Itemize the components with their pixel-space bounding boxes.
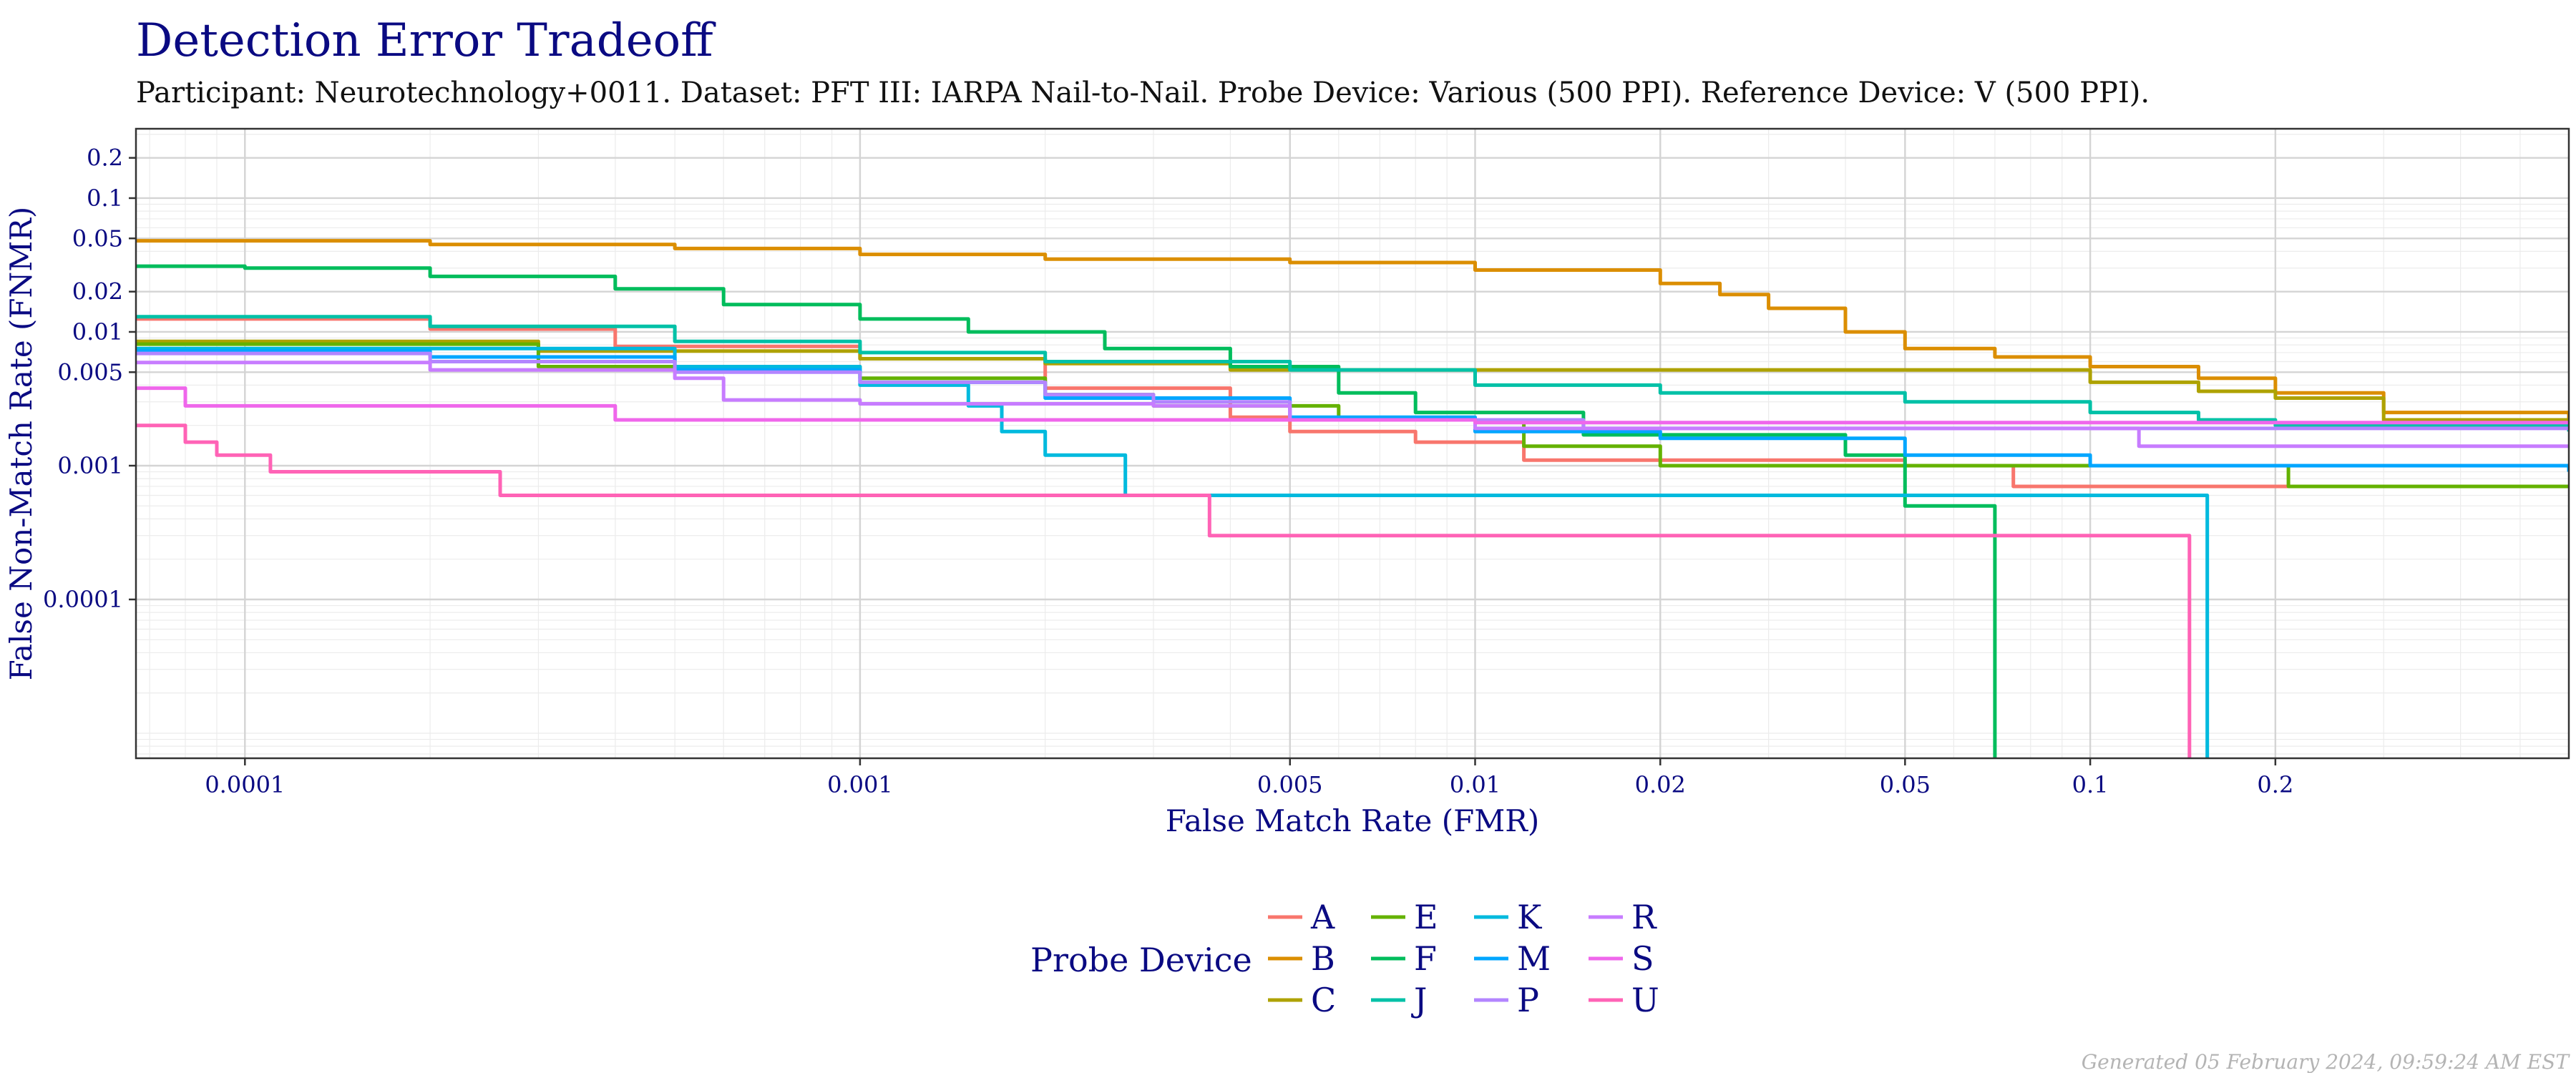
legend-item-j: J [1371, 981, 1427, 1019]
legend-label: F [1414, 939, 1437, 978]
legend-label: U [1631, 981, 1659, 1019]
x-tick-label: 0.005 [1257, 771, 1323, 798]
y-tick-label: 0.05 [72, 225, 123, 252]
legend-title: Probe Device [1030, 941, 1252, 979]
legend-label: A [1310, 898, 1335, 936]
plot-border [135, 127, 2570, 760]
legend-label: S [1631, 939, 1654, 978]
y-axis-title: False Non-Match Rate (FNMR) [4, 207, 39, 681]
x-tick-label: 0.02 [1635, 771, 1686, 798]
legend-item-e: E [1371, 898, 1438, 936]
y-tick-label: 0.1 [87, 185, 123, 212]
generated-timestamp: Generated 05 February 2024, 09:59:24 AM … [2082, 1050, 2571, 1073]
x-tick-label: 0.1 [2072, 771, 2109, 798]
legend-item-p: P [1474, 981, 1539, 1019]
x-tick-label: 0.05 [1880, 771, 1931, 798]
legend-label: B [1311, 939, 1335, 978]
legend-label: C [1311, 981, 1336, 1019]
legend-item-r: R [1589, 898, 1657, 936]
legend-item-m: M [1474, 939, 1551, 978]
series-line-s [136, 386, 2569, 425]
y-tick-label: 0.02 [72, 278, 123, 305]
legend-item-u: U [1589, 981, 1659, 1019]
series-line-k [136, 346, 2210, 758]
y-tick-label: 0.01 [72, 318, 123, 346]
legend-item-s: S [1589, 939, 1654, 978]
x-axis-ticks: 0.0001 0.001 0.005 0.01 0.02 0.05 0.1 0.2 [205, 758, 2293, 798]
legend-label: E [1414, 898, 1438, 936]
y-tick-label: 0.0001 [43, 586, 123, 613]
series-line-u [136, 423, 2192, 758]
legend-item-f: F [1371, 939, 1437, 978]
x-tick-label: 0.0001 [205, 771, 285, 798]
series-line-f [136, 264, 1997, 758]
series-layer [136, 239, 2569, 758]
x-tick-label: 0.01 [1450, 771, 1501, 798]
legend-item-a: A [1268, 898, 1335, 936]
y-tick-label: 0.2 [87, 144, 123, 172]
legend-label: M [1517, 939, 1551, 978]
chart-title: Detection Error Tradeoff [136, 14, 716, 67]
legend-items: ABC EFJ KMP RSU [1268, 898, 1659, 1019]
y-axis-ticks: 0.0001 0.001 0.005 0.01 0.02 0.05 0.1 0.2 [43, 144, 136, 613]
series-line-j [136, 315, 2569, 432]
plot-background [136, 129, 2569, 758]
series-line-b [136, 239, 2569, 426]
legend-item-b: B [1268, 939, 1335, 978]
x-axis-title: False Match Rate (FMR) [1166, 803, 1540, 838]
chart-subtitle: Participant: Neurotechnology+0011. Datas… [136, 77, 2150, 109]
plot-area [135, 127, 2570, 760]
series-line-r [136, 361, 2569, 449]
legend-item-k: K [1474, 898, 1543, 936]
legend-label: P [1517, 981, 1539, 1019]
legend-label: R [1631, 898, 1657, 936]
grid-major [136, 129, 2569, 758]
legend-item-c: C [1268, 981, 1336, 1019]
legend-label: K [1517, 898, 1543, 936]
legend-label: J [1411, 981, 1427, 1019]
x-tick-label: 0.2 [2257, 771, 2293, 798]
x-tick-label: 0.001 [827, 771, 893, 798]
y-tick-label: 0.005 [57, 358, 123, 386]
y-tick-label: 0.001 [57, 452, 123, 479]
legend: Probe Device ABC EFJ KMP RSU [1030, 898, 1659, 1019]
